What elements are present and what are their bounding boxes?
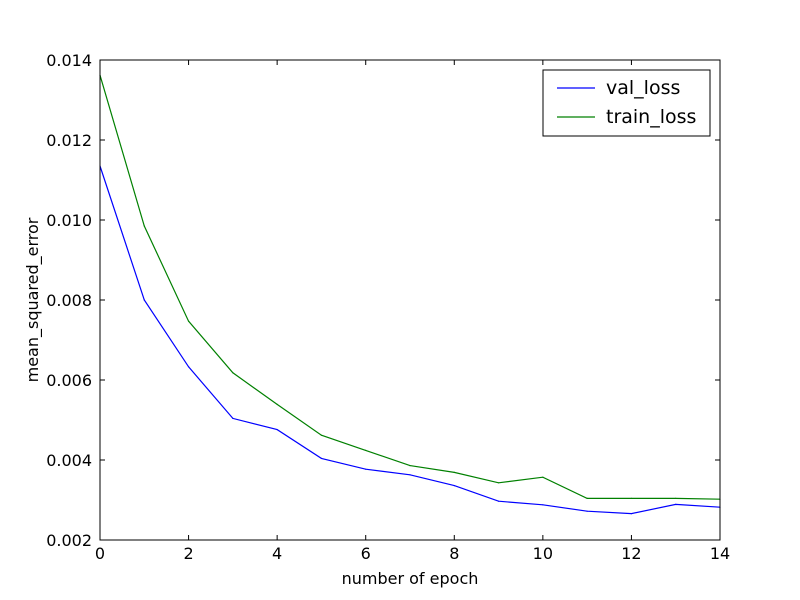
x-tick-label: 8	[449, 544, 459, 563]
x-tick-label: 4	[272, 544, 282, 563]
plot-area	[100, 60, 720, 540]
y-tick-label: 0.012	[46, 131, 92, 150]
y-tick-label: 0.008	[46, 291, 92, 310]
data-point-val-loss	[630, 513, 633, 515]
data-point-val-loss	[586, 510, 588, 512]
data-point-val-loss	[143, 299, 145, 301]
data-point-val-loss	[276, 429, 278, 431]
data-point-val-loss	[187, 366, 190, 368]
data-point-val-loss	[232, 417, 234, 419]
y-tick-label: 0.002	[46, 531, 92, 550]
legend-label-val-loss: val_loss	[606, 77, 680, 99]
data-point-train-loss	[187, 320, 190, 322]
x-tick-label: 10	[533, 544, 553, 563]
data-point-val-loss	[365, 468, 367, 470]
data-point-val-loss	[542, 504, 544, 506]
data-point-val-loss	[497, 500, 500, 502]
data-point-train-loss	[409, 465, 411, 467]
x-tick-label: 12	[621, 544, 641, 563]
data-point-train-loss	[630, 497, 633, 499]
x-axis: 0 2 4 6 8 10 12 14	[95, 60, 730, 563]
y-tick-label: 0.004	[46, 451, 92, 470]
data-point-val-loss	[675, 503, 677, 505]
x-tick-label: 14	[710, 544, 730, 563]
x-tick-label: 6	[361, 544, 371, 563]
data-point-train-loss	[143, 225, 145, 227]
legend-box	[542, 69, 711, 137]
data-point-train-loss	[497, 482, 500, 484]
data-point-train-loss	[453, 471, 455, 473]
y-axis: 0.002 0.004 0.006 0.008 0.010 0.012 0.014	[46, 51, 720, 550]
y-tick-label: 0.014	[46, 51, 92, 70]
y-axis-label: mean_squared_error	[23, 217, 43, 382]
x-tick-label: 2	[183, 544, 193, 563]
data-point-train-loss	[276, 403, 278, 405]
data-point-train-loss	[232, 372, 234, 374]
data-point-val-loss	[320, 457, 323, 459]
x-tick-label: 0	[95, 544, 105, 563]
data-point-val-loss	[453, 485, 455, 487]
data-point-train-loss	[586, 497, 588, 499]
legend-label-train-loss: train_loss	[606, 106, 696, 128]
data-point-train-loss	[365, 449, 367, 451]
series-layer	[99, 74, 721, 515]
y-tick-label: 0.006	[46, 371, 92, 390]
data-point-train-loss	[320, 434, 323, 436]
data-point-train-loss	[675, 497, 677, 499]
data-point-train-loss	[542, 476, 544, 478]
x-axis-label: number of epoch	[342, 569, 479, 588]
legend: val_loss train_loss	[542, 69, 711, 137]
y-tick-label: 0.010	[46, 211, 92, 230]
data-point-val-loss	[409, 474, 411, 476]
